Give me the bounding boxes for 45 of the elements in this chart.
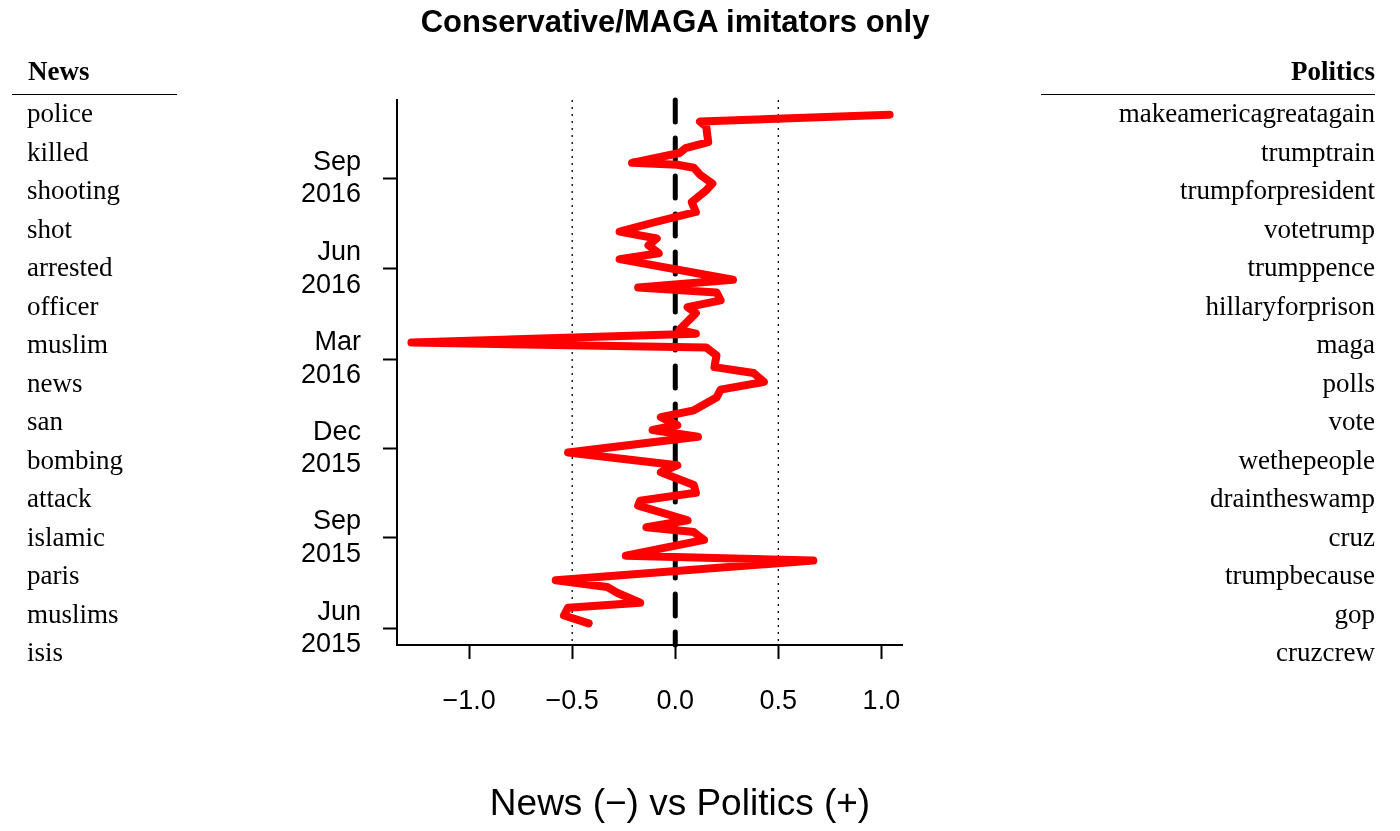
text: maga [1316,329,1375,359]
text: shot [27,213,73,244]
text: paris [27,560,80,590]
text: news [27,367,83,398]
x-tick-label: −0.5 [545,684,599,715]
text: votetrump [1264,213,1375,244]
text: polls [1322,367,1375,398]
text: trumptrain [1261,136,1375,167]
x-tick-label: 1.0 [862,684,901,715]
x-tick-label: 0.5 [759,684,798,715]
text: muslim [27,329,109,359]
text: trumppence [1247,252,1375,282]
text: trumpforpresident [1180,175,1375,205]
text: gop [1334,598,1375,629]
y-tick-label: Sep 2016 [300,145,361,209]
text: bombing [27,444,124,475]
text: islamic [27,521,105,552]
y-tick-label: Mar 2016 [300,326,362,389]
y-tick-label: Sep 2015 [300,505,361,568]
y-tick-label: Dec 2015 [300,415,361,479]
y-tick-label: Jun 2016 [300,236,361,299]
text: wethepeople [1238,444,1375,475]
text: arrested [27,252,113,282]
text: killed [27,136,89,167]
text: trumpbecause [1225,560,1375,590]
text: vote [1328,406,1375,436]
text: Politics [1291,56,1375,86]
text: officer [27,290,99,321]
x-axis-title: News (−) vs Politics (+) [489,782,871,824]
text: hillaryforprison [1205,290,1375,321]
text: shooting [27,175,121,205]
text: muslims [27,598,119,629]
x-tick-label: 0.0 [656,684,695,715]
text: san [27,406,63,436]
chart-title: Conservative/MAGA imitators only [420,4,930,40]
text: News [28,56,90,86]
text: cruzcrew [1276,637,1375,667]
text: makeamericagreatagain [1118,98,1375,128]
y-tick-label: Jun 2015 [300,595,361,658]
text: isis [27,637,64,667]
text: cruz [1328,521,1375,552]
text: attack [27,483,92,513]
text: draintheswamp [1210,483,1375,513]
text: police [27,98,93,128]
x-tick-label: −1.0 [442,684,496,715]
